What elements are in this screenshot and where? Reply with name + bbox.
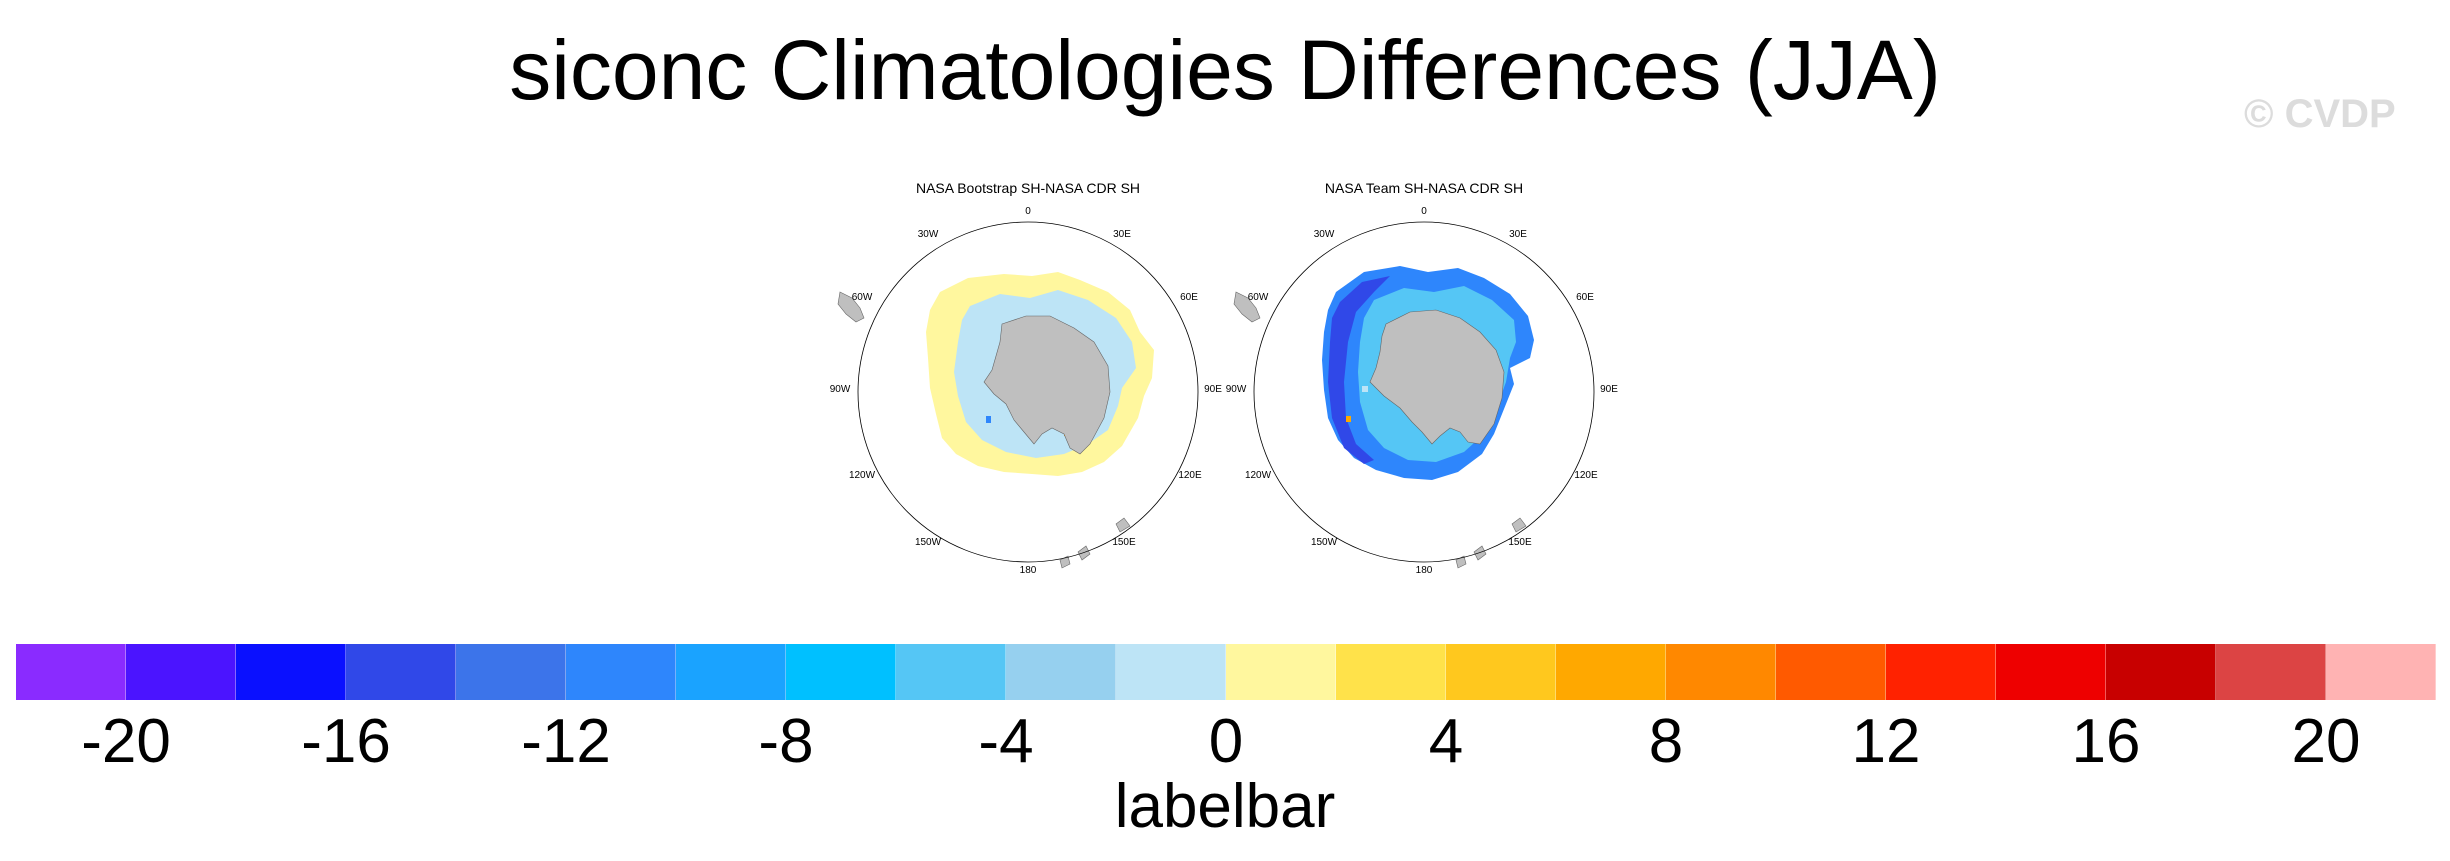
- colorbar-swatch: [456, 644, 566, 700]
- south-america: [1233, 291, 1261, 323]
- colorbar-tick-label: 0: [1208, 707, 1244, 776]
- antarctica: [983, 315, 1111, 455]
- difference-cell: [1362, 386, 1368, 392]
- colorbar-tick-label: -20: [81, 707, 171, 776]
- colorbar-swatch: [896, 644, 1006, 700]
- colorbar-swatch: [1006, 644, 1116, 700]
- lon-label: 90W: [1226, 384, 1247, 395]
- colorbar-swatch: [1996, 644, 2106, 700]
- colorbar-swatch: [236, 644, 346, 700]
- colorbar-tick-label: 12: [1851, 707, 1921, 776]
- strong-negative-difference: [1328, 276, 1390, 464]
- lon-label: 60E: [1180, 292, 1198, 303]
- colorbar-swatch: [1446, 644, 1556, 700]
- colorbar-swatch: [1116, 644, 1226, 700]
- panel-title-team: NASA Team SH-NASA CDR SH: [1324, 180, 1524, 196]
- lon-label: 150W: [1311, 537, 1338, 548]
- south-america: [837, 291, 865, 323]
- colorbar-tick-label: 20: [2291, 707, 2361, 776]
- lon-label: 120W: [849, 470, 876, 481]
- difference-cell: [1346, 416, 1351, 422]
- map-boundary: [857, 221, 1199, 563]
- colorbar: [16, 644, 2436, 700]
- lon-label: 120W: [1245, 470, 1272, 481]
- panel-title-bootstrap: NASA Bootstrap SH-NASA CDR SH: [915, 180, 1141, 196]
- tasmania: [1059, 555, 1071, 569]
- lon-label: 30W: [1314, 229, 1335, 240]
- lon-label: 60W: [1248, 292, 1269, 303]
- lon-label: 150W: [915, 537, 942, 548]
- colorbar-swatch: [1336, 644, 1446, 700]
- colorbar-tick-labels: -20 -16 -12 -8 -4 0 4 8 12 16 20: [16, 702, 2436, 782]
- colorbar-tick-label: 16: [2071, 707, 2141, 776]
- colorbar-tick-label: 8: [1648, 707, 1684, 776]
- page-title: siconc Climatologies Differences (JJA): [509, 23, 1941, 117]
- map-bootstrap: 0 30E 60E 90E 120E 150E 180 150W 120W 90…: [830, 206, 1223, 576]
- colorbar-swatch: [566, 644, 676, 700]
- lon-label: 30W: [918, 229, 939, 240]
- colorbar-tick-label: -4: [978, 707, 1034, 776]
- colorbar-swatch: [126, 644, 236, 700]
- colorbar-tick-label: -8: [758, 707, 814, 776]
- colorbar-swatch: [2106, 644, 2216, 700]
- lon-label: 180: [1416, 565, 1433, 576]
- lon-label: 0: [1421, 206, 1427, 217]
- lon-label: 180: [1020, 565, 1037, 576]
- colorbar-swatch: [1886, 644, 1996, 700]
- colorbar-swatch: [2216, 644, 2326, 700]
- lon-label: 120E: [1178, 470, 1202, 481]
- land-masses: [837, 291, 1131, 569]
- difference-cell: [986, 416, 991, 423]
- lon-label: 30E: [1113, 229, 1131, 240]
- map-boundary: [1253, 221, 1595, 563]
- colorbar-swatch: [786, 644, 896, 700]
- colorbar-swatch: [676, 644, 786, 700]
- colorbar-tick-label: -16: [301, 707, 391, 776]
- lon-label: 0: [1025, 206, 1031, 217]
- colorbar-swatch: [346, 644, 456, 700]
- lon-label: 90E: [1204, 384, 1222, 395]
- map-team: 0 30E 60E 90E 120E 150E 180 150W 120W 90…: [1226, 206, 1619, 576]
- lon-label: 60E: [1576, 292, 1594, 303]
- land-masses: [1233, 291, 1527, 569]
- new-zealand: [1077, 517, 1131, 561]
- colorbar-tick-label: -12: [521, 707, 611, 776]
- lon-label: 90E: [1600, 384, 1618, 395]
- colorbar-swatch: [1666, 644, 1776, 700]
- longitude-labels: 0 30E 60E 90E 120E 150E 180 150W 120W 90…: [1226, 206, 1619, 576]
- lon-label: 150E: [1112, 537, 1136, 548]
- tasmania: [1455, 555, 1467, 569]
- watermark: © CVDP: [2244, 92, 2396, 136]
- colorbar-swatch: [1776, 644, 1886, 700]
- colorbar-tick-label: 4: [1428, 707, 1464, 776]
- lon-label: 30E: [1509, 229, 1527, 240]
- lon-label: 90W: [830, 384, 851, 395]
- lon-label: 150E: [1508, 537, 1532, 548]
- colorbar-swatch: [2326, 644, 2436, 700]
- lon-label: 120E: [1574, 470, 1598, 481]
- colorbar-label: labelbar: [1114, 772, 1336, 841]
- colorbar-swatch: [16, 644, 126, 700]
- antarctica: [1369, 309, 1505, 445]
- longitude-labels: 0 30E 60E 90E 120E 150E 180 150W 120W 90…: [830, 206, 1223, 576]
- lon-label: 60W: [852, 292, 873, 303]
- colorbar-swatch: [1226, 644, 1336, 700]
- colorbar-swatch: [1556, 644, 1666, 700]
- new-zealand: [1473, 517, 1527, 561]
